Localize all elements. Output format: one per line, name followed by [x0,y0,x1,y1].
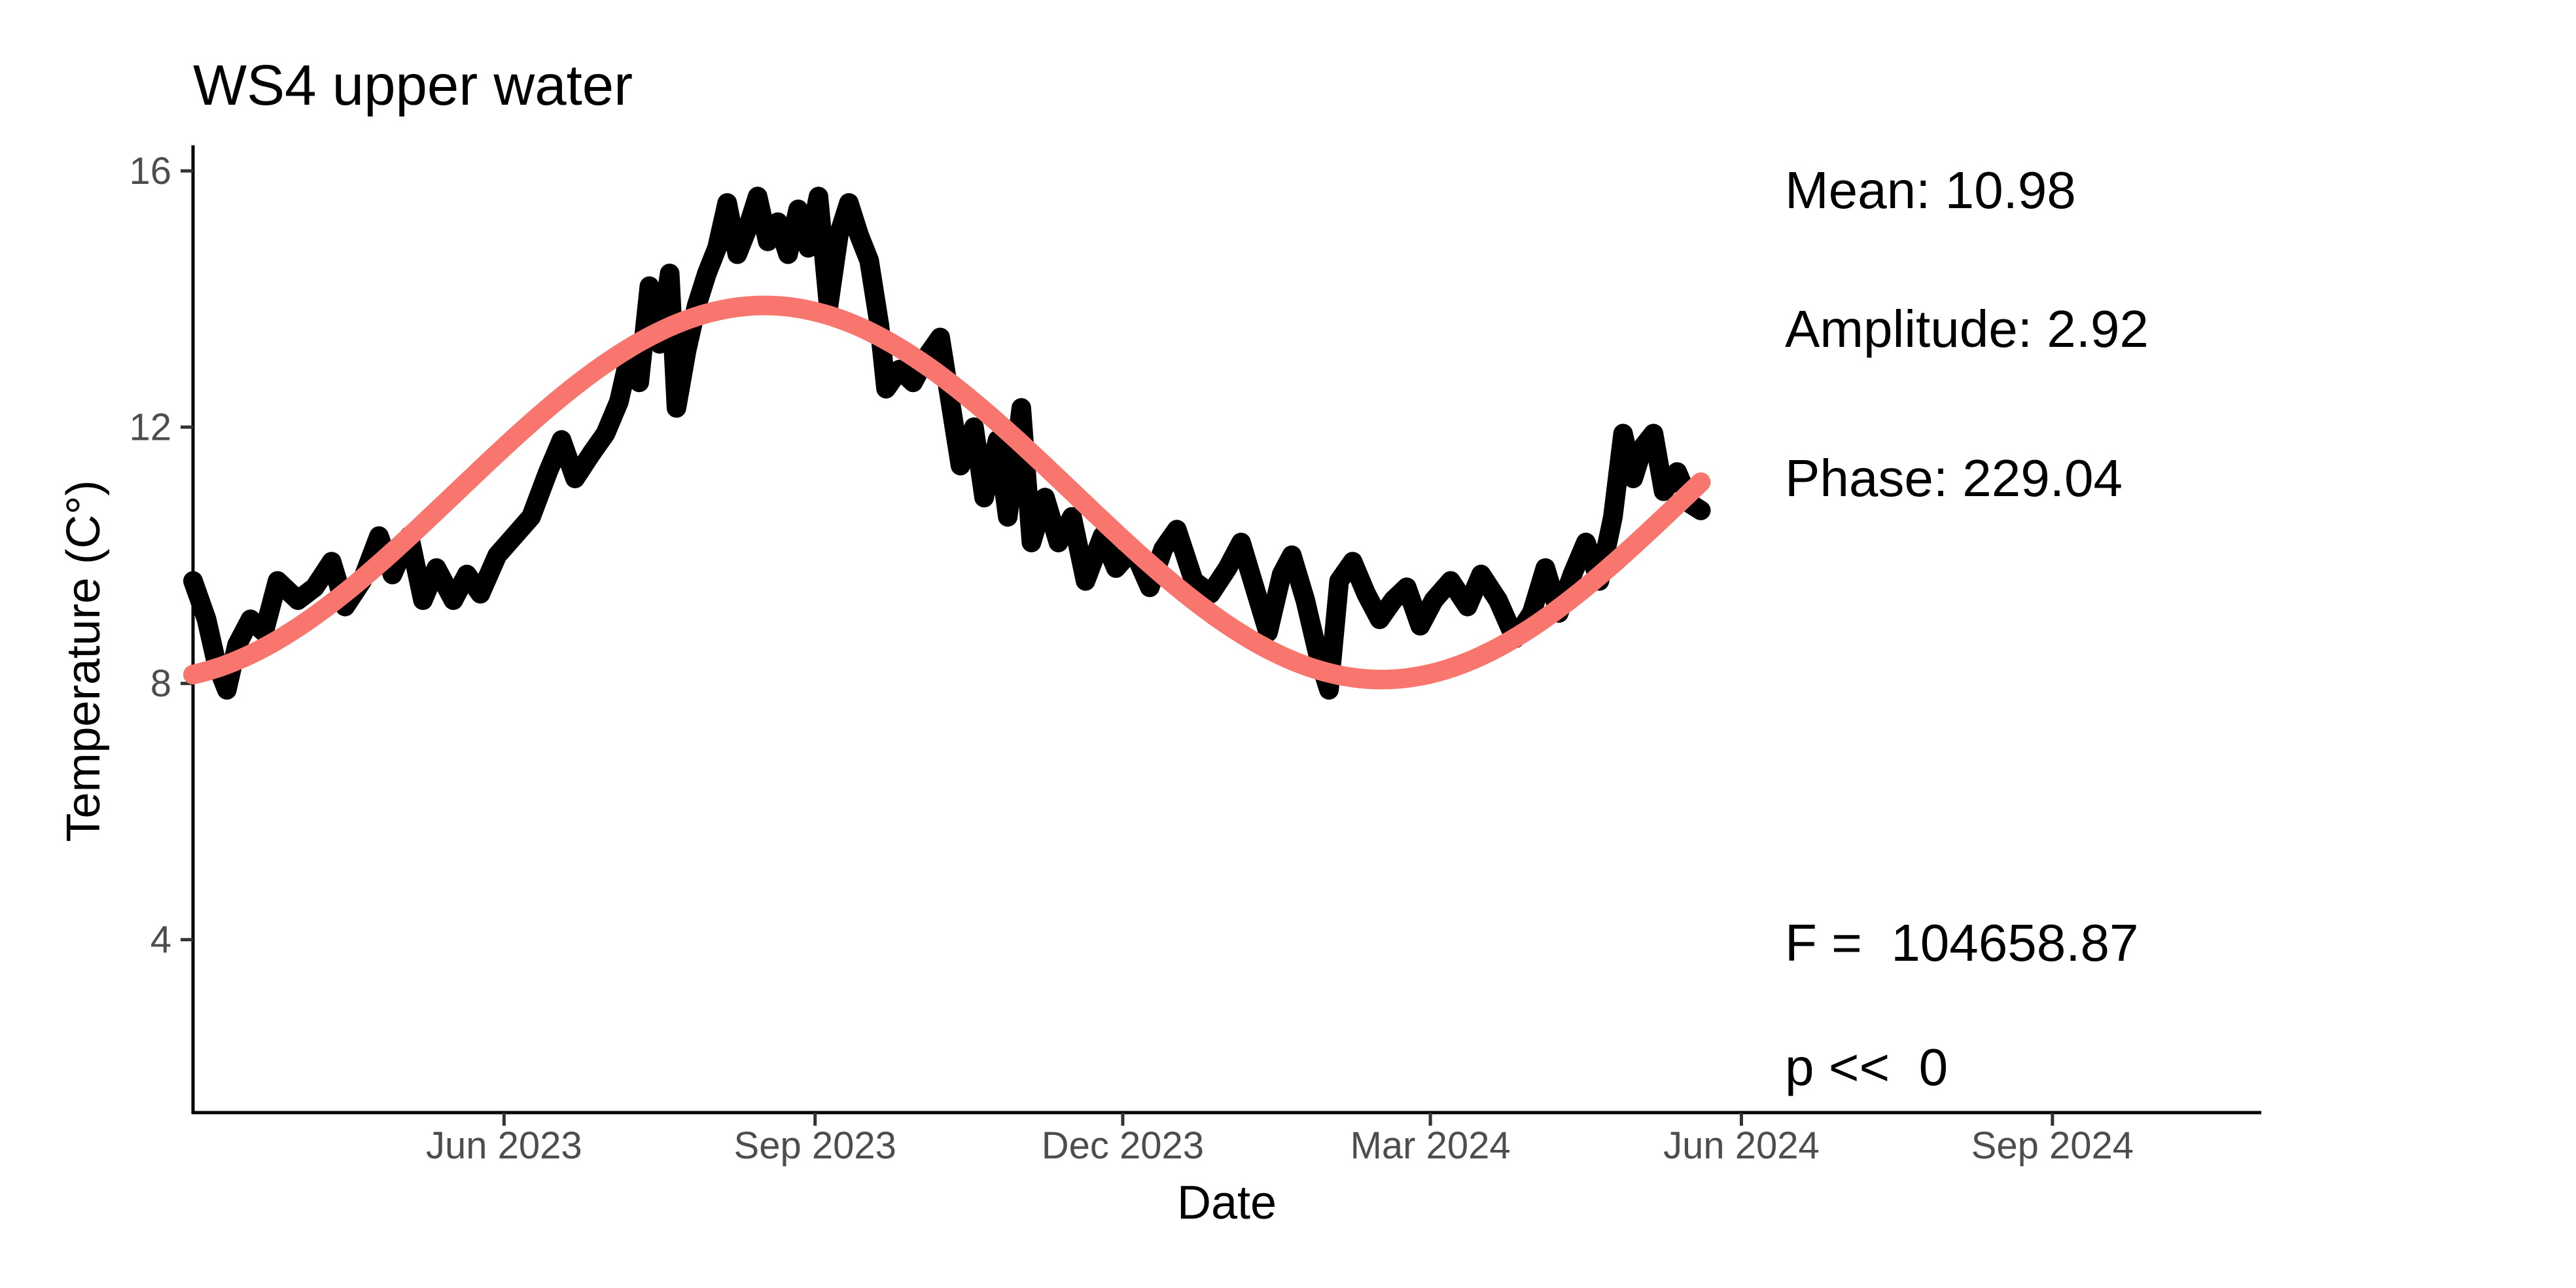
f-statistic-annotation: F = 104658.87 [1785,914,2138,972]
x-tick-label: Jun 2023 [426,1124,582,1167]
p-value-annotation: p << 0 [1785,1038,1948,1096]
amplitude-annotation: Amplitude: 2.92 [1785,300,2149,358]
x-tick-label: Mar 2024 [1350,1124,1511,1167]
x-tick-label: Sep 2023 [734,1124,896,1167]
y-axis: 4 8 12 16 [129,145,195,1114]
y-tick-label: 12 [129,406,171,449]
y-axis-title: Temperature (C°) [58,480,110,842]
x-ticks: Jun 2023 Sep 2023 Dec 2023 Mar 2024 Jun 2024… [426,1113,2134,1167]
fitted-sinusoid-line [183,295,1711,690]
mean-annotation: Mean: 10.98 [1785,161,2076,219]
x-tick-label: Dec 2023 [1042,1124,1204,1167]
x-tick-label: Jun 2024 [1663,1124,1820,1167]
annotations: Mean: 10.98 Amplitude: 2.92 Phase: 229.0… [1785,161,2149,1096]
plot-area [183,187,1711,700]
x-axis: Jun 2023 Sep 2023 Dec 2023 Mar 2024 Jun 2024… [192,1111,2261,1167]
y-tick-label: 16 [129,150,171,192]
y-tick-label: 8 [150,662,171,705]
y-ticks: 4 8 12 16 [129,150,193,961]
x-tick-label: Sep 2024 [1971,1124,2134,1167]
chart-title: WS4 upper water [193,54,633,117]
observed-temperature-line [183,187,1711,700]
y-tick-label: 4 [150,919,171,961]
phase-annotation: Phase: 229.04 [1785,449,2123,507]
x-axis-title: Date [1177,1177,1277,1229]
